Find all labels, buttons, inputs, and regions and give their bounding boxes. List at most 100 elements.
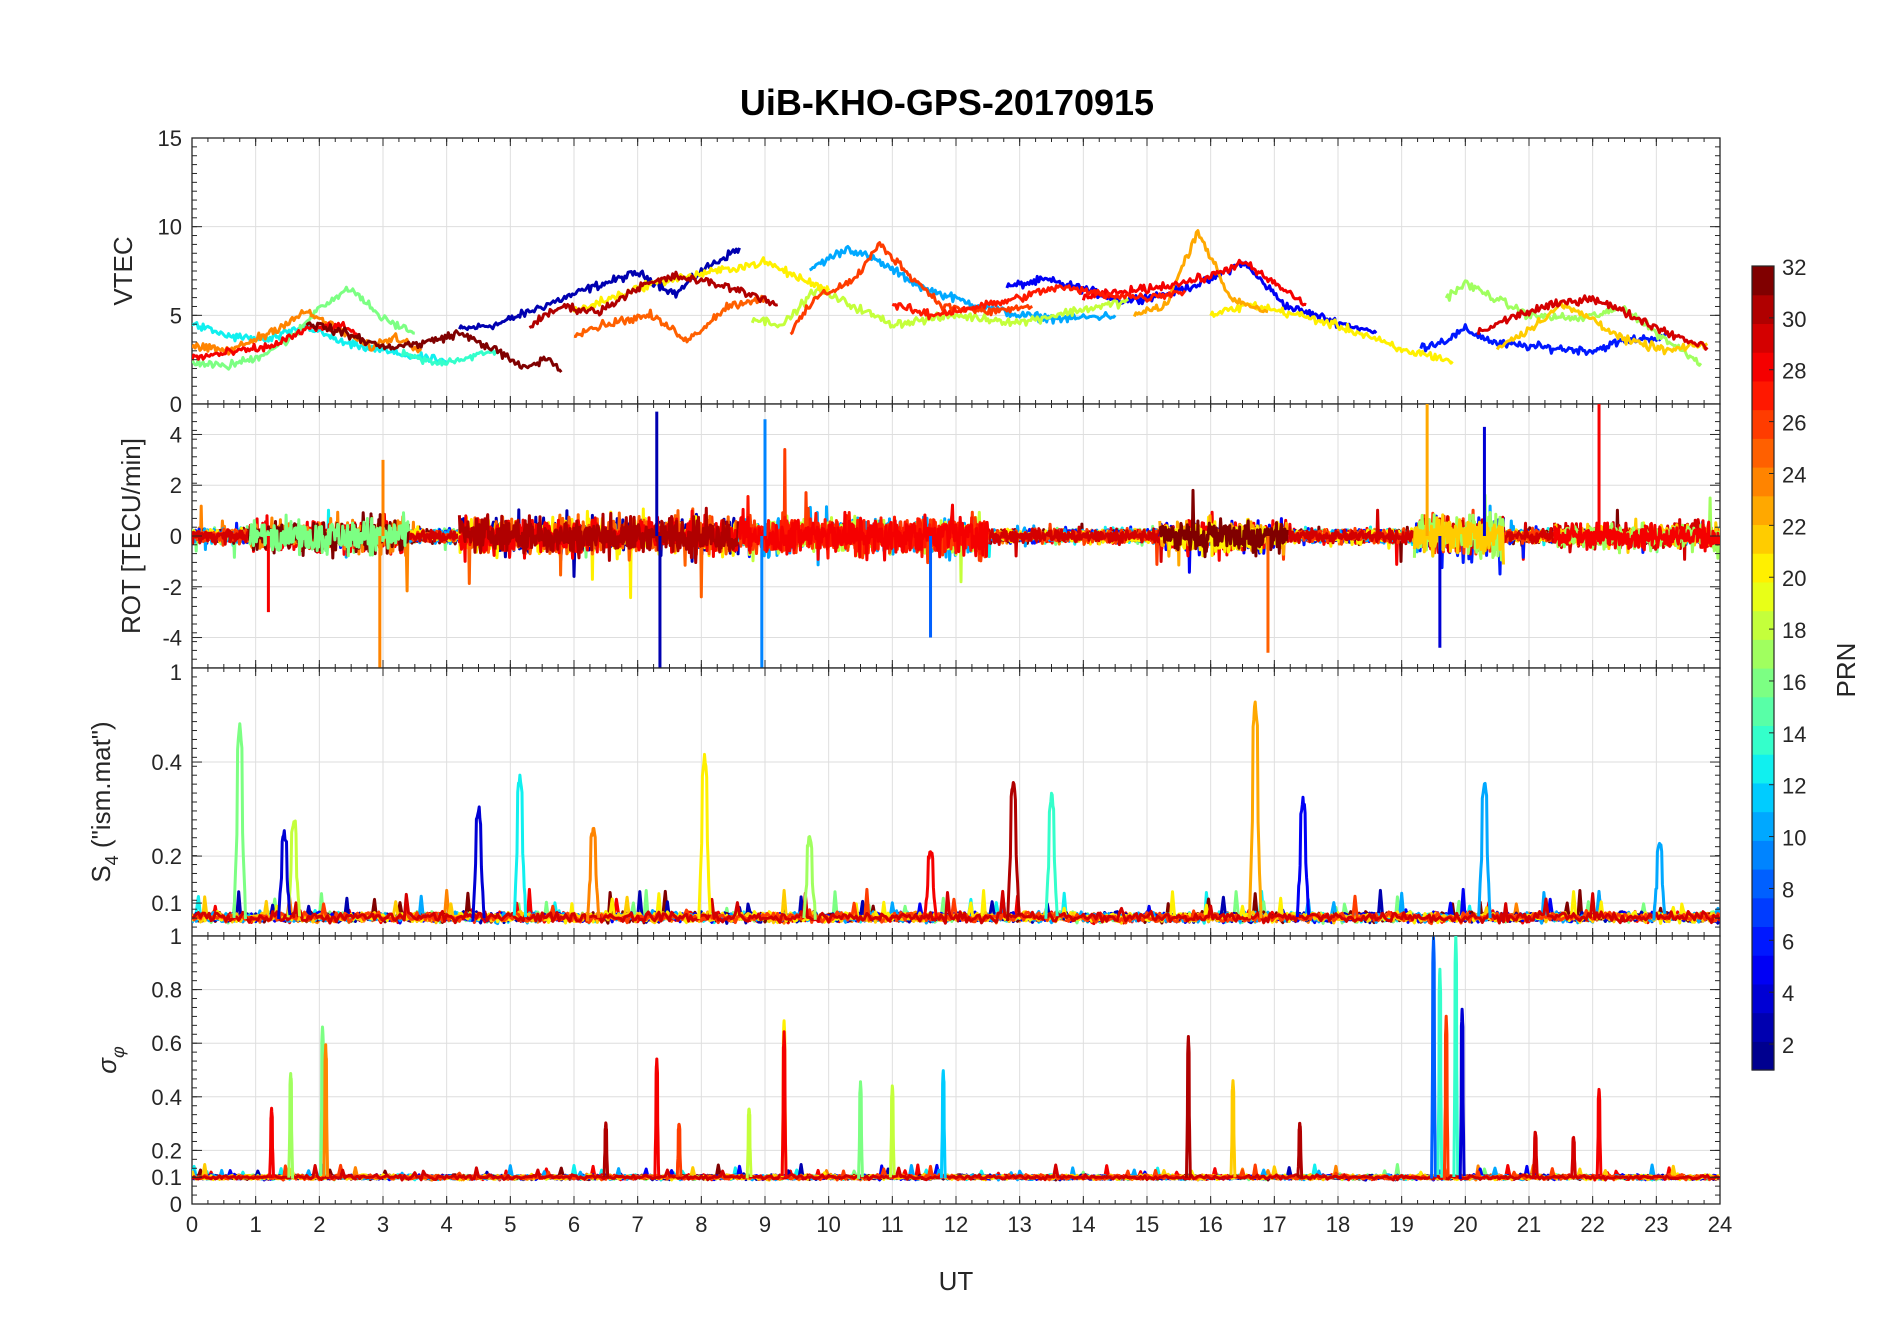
colorbar-tick-label: 8 [1782,877,1794,902]
vtec-line-prn-32 [305,321,563,374]
x-tick-label: 11 [881,1212,904,1237]
colorbar-frame [1751,265,1775,1071]
y-tick-label: -4 [162,626,182,651]
y-tick-label: 0.4 [151,750,182,775]
y-tick-label: 10 [158,215,182,240]
x-tick-label: 2 [313,1212,325,1237]
sigma_phi-spike-prn-31 [1185,1035,1192,1179]
s4-spike-prn-14 [1044,791,1059,919]
x-axis-label: UT [939,1266,974,1296]
ticks-vtec: 0 5 10 15 [158,126,1721,417]
colorbar-segment [1752,294,1774,325]
vtec-line-prn-16 [192,285,415,371]
sigma_phi-spike-prn-26 [675,1122,683,1178]
colorbar-segment [1752,1012,1774,1042]
colorbar-tick-label: 14 [1782,722,1806,747]
colorbar-tick-label: 20 [1782,566,1806,591]
x-tick-label: 20 [1453,1212,1477,1237]
y-tick-label: 0.4 [151,1085,182,1110]
colorbar-segment [1752,811,1774,841]
vtec-line-prn-31 [528,270,779,329]
s4-spike-prn-28 [923,850,938,918]
rot-line-prn-31 [457,506,741,564]
x-tick-label: 22 [1580,1212,1604,1237]
s4-spike-prn-16 [232,722,247,920]
y-tick-label: 0.2 [151,1138,182,1163]
s4-spike-prn-10 [1652,841,1667,921]
x-tick-label: 0 [186,1212,198,1237]
colorbar-tick-label: 4 [1782,981,1794,1006]
sigma_phi-spike-prn-26 [1442,1014,1450,1180]
vtec-line-prn-23 [1132,229,1269,318]
sigma_phi-spike-prn-17 [287,1072,295,1179]
s4-line-prn-30 [192,889,1720,925]
colorbar-segment [1752,1041,1774,1071]
y-tick-label: 0.1 [151,1165,182,1190]
x-tick-label: 9 [759,1212,771,1237]
sigma_phi-spike-prn-18 [745,1107,753,1179]
vtec-line-prn-10 [808,245,1117,325]
colorbar-segment [1752,409,1774,439]
y-tick-label: 4 [170,422,182,447]
ticks-s4: 0.1 0.2 0.4 1 [151,660,1721,937]
sigma_phi-spike-prn-3 [1458,1007,1466,1180]
colorbar-segment [1752,696,1774,727]
x-tick-label: 3 [377,1212,389,1237]
ylabel-sigma-main: σ [92,1057,122,1074]
colorbar-tick-label: 26 [1782,411,1806,436]
s4-spike-prn-17 [802,835,817,920]
sigma_phi-spike-prn-11 [939,1069,947,1179]
sigma_phi-spike-prn-16 [857,1080,864,1179]
vtec-line-prn-18 [750,284,1130,329]
x-tick-label: 18 [1326,1212,1350,1237]
colorbar-segment [1752,495,1774,526]
vtec-line-prn-30 [1476,294,1709,351]
colorbar-segment [1752,782,1774,813]
y-tick-label: 0.2 [151,844,182,869]
rot-line-prn-28 [738,503,990,562]
rot-line-prn-22 [1412,513,1505,565]
colorbar-segment [1752,926,1774,956]
sigma_phi-spike-prn-30 [1532,1130,1539,1180]
sigma_phi-spike-prn-28 [653,1057,661,1177]
grid-s4 [192,668,1720,936]
colorbar-segment [1752,323,1774,353]
s4-spike-prn-24 [585,826,601,922]
panel-rot: -4 -2 0 2 4 ROT [TECU/min] [116,403,1721,669]
x-tick-label: 21 [1517,1212,1541,1237]
colorbar-segment [1752,553,1774,583]
colorbar-segment [1752,467,1774,497]
colorbar-segment [1752,840,1774,870]
colorbar-tick-label: 22 [1782,514,1806,539]
colorbar-segment [1752,380,1774,411]
sigma_phi-spike-prn-31 [1296,1121,1304,1179]
y-tick-label: 0 [170,392,182,417]
ylabel-sigma-sub: φ [108,1046,128,1058]
ticks-rot: -4 -2 0 2 4 [162,403,1721,669]
colorbar-tick-label: 18 [1782,618,1806,643]
x-tick-label: 6 [568,1212,580,1237]
x-tick-label: 5 [504,1212,516,1237]
x-tick-label: 14 [1071,1212,1095,1237]
vtec-line-prn-27 [891,284,1187,321]
sigma_phi-spike-prn-28 [268,1106,275,1178]
x-tick-label: 17 [1262,1212,1286,1237]
vtec-line-prn-29 [1081,258,1307,307]
panel-sigma-phi: 00.10.2 0.4 0.6 0.8 1 σφ [92,924,1721,1217]
colorbar-segment [1752,639,1774,669]
vtec-line-prn-17 [1444,279,1703,367]
colorbar-tick-label: 16 [1782,670,1806,695]
x-tick-label: 19 [1389,1212,1413,1237]
ylabel-s4-sub: 4 [102,855,122,865]
y-tick-label: -2 [162,575,182,600]
colorbar-tick-label: 12 [1782,774,1806,799]
x-tick-label: 7 [632,1212,644,1237]
s4-spike-prn-5 [1295,795,1311,918]
vtec-line-prn-21 [572,256,831,313]
y-tick-label: 0.6 [151,1031,182,1056]
vtec-line-prn-25 [573,294,767,344]
x-tick-label: 13 [1007,1212,1031,1237]
ylabel-s4-main: S [86,865,116,882]
colorbar-segment [1752,897,1774,928]
series-rot [192,404,1720,668]
